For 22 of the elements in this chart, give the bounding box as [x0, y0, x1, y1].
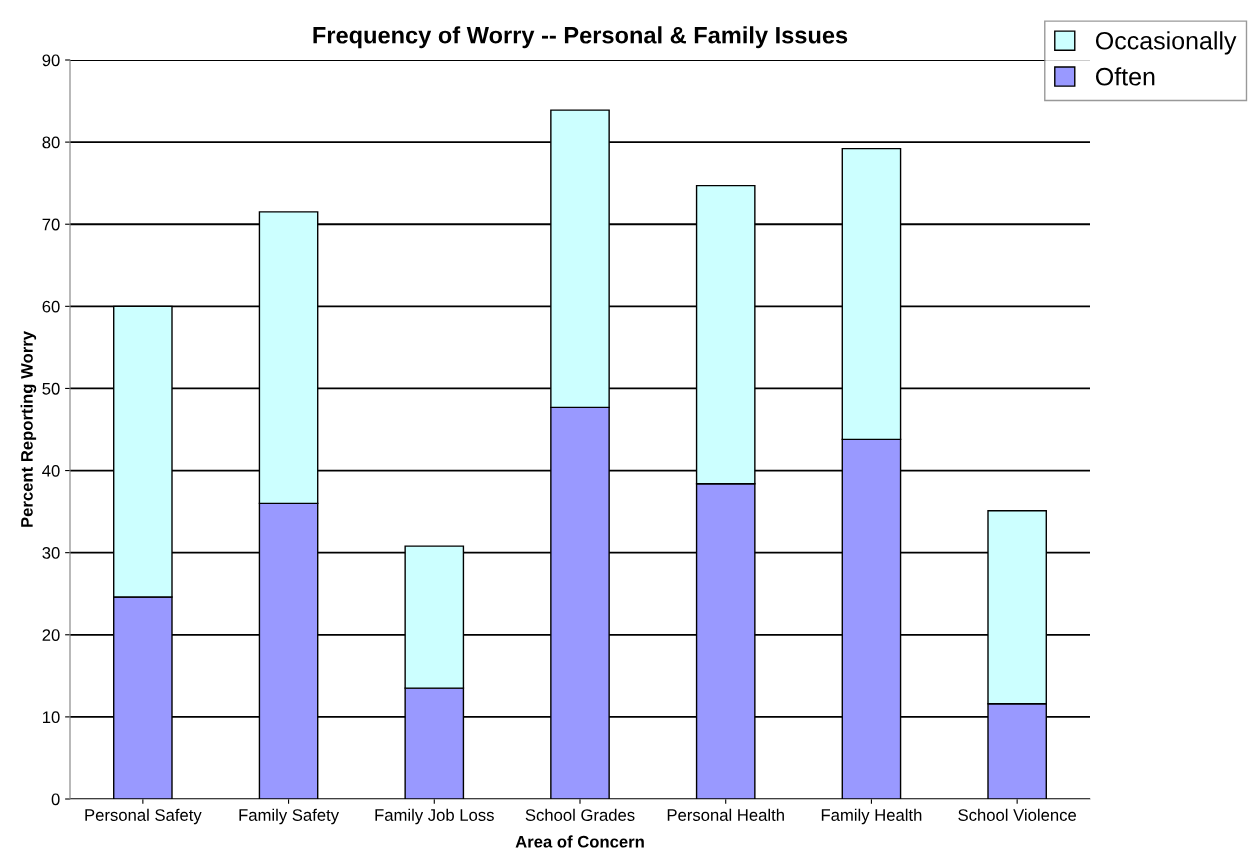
y-tick-label: 80	[42, 136, 60, 149]
chart-title: Frequency of Worry -- Personal & Family Issues	[313, 26, 848, 49]
x-axis-title: Area of Concern	[515, 835, 644, 848]
y-tick-label: 0	[51, 793, 60, 806]
y-tick-label: 20	[42, 629, 60, 641]
y-axis-title: Percent Reporting Worry	[20, 331, 37, 527]
x-tick-label: Family Job Loss	[375, 808, 494, 825]
legend-label: Often	[1095, 67, 1155, 86]
y-tick-label: 40	[42, 464, 60, 477]
x-tick-label: School Violence	[958, 808, 1077, 821]
y-tick-label: 10	[43, 711, 60, 724]
legend-label: Occasionally	[1095, 31, 1237, 55]
y-tick-label: 50	[42, 382, 60, 395]
x-tick-label: Family Safety	[239, 808, 340, 825]
x-tick-label: School Grades	[525, 808, 635, 821]
x-tick-label: Personal Health	[667, 808, 784, 821]
y-tick-label: 60	[42, 300, 60, 313]
y-tick-label: 90	[42, 54, 60, 67]
x-tick-label: Family Health	[821, 808, 922, 825]
y-tick-label: 70	[42, 218, 60, 231]
y-tick-label: 30	[42, 547, 60, 559]
x-tick-label: Personal Safety	[85, 808, 202, 825]
